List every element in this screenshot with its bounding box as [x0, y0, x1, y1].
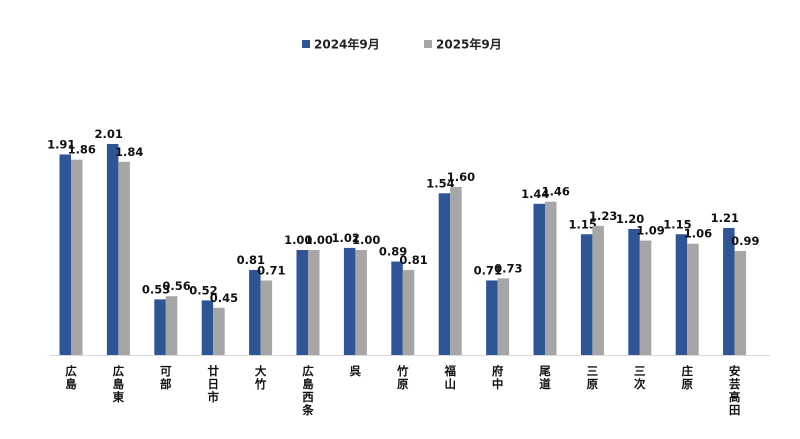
- legend-label-1: 2024年9月: [314, 37, 380, 52]
- value-label-s2-1: 1.86: [68, 143, 96, 157]
- bar-s2-12: [592, 225, 604, 355]
- value-label-s1-15: 1.21: [711, 211, 739, 225]
- value-label-s2-6: 1.00: [305, 233, 333, 247]
- value-label-s2-12: 1.23: [589, 209, 617, 223]
- value-label-s1-14: 1.15: [663, 217, 691, 231]
- value-label-s2-8: 0.81: [399, 253, 427, 267]
- legend-swatch-2: [424, 40, 432, 48]
- bar-s1-3: [154, 299, 166, 355]
- bar-s2-6: [308, 250, 320, 355]
- value-label-s2-2: 1.84: [115, 145, 143, 159]
- bar-s2-15: [734, 251, 747, 355]
- bar-s2-8: [402, 269, 415, 355]
- bar-s2-2: [118, 161, 130, 355]
- legend-swatch-1: [302, 40, 310, 48]
- value-label-s1-1: 1.91: [47, 137, 75, 151]
- value-label-s1-6: 1.00: [284, 233, 312, 247]
- category-label-13: 三次: [634, 364, 646, 391]
- bar-s1-7: [343, 247, 356, 355]
- value-label-s1-11: 1.44: [521, 187, 549, 201]
- bar-s1-13: [628, 229, 640, 355]
- value-label-s2-10: 0.73: [494, 261, 522, 275]
- bar-s2-13: [639, 240, 652, 355]
- category-label-1: 広島: [65, 364, 77, 391]
- bar-s2-7: [355, 250, 367, 355]
- value-label-s2-9: 1.60: [447, 170, 475, 184]
- bar-s2-11: [545, 201, 557, 355]
- bar-s1-14: [675, 234, 688, 355]
- category-label-8: 竹原: [396, 364, 409, 391]
- category-label-6: 広島西条: [301, 364, 314, 417]
- bar-s1-6: [296, 250, 308, 355]
- value-label-s2-5: 0.71: [257, 263, 285, 277]
- category-label-5: 大竹: [254, 364, 267, 391]
- value-label-s1-10: 0.71: [474, 263, 502, 277]
- value-label-s1-13: 1.20: [616, 212, 644, 226]
- bar-s1-15: [723, 227, 735, 355]
- category-label-2: 広島東: [113, 364, 125, 404]
- bar-s2-5: [260, 280, 273, 355]
- category-label-4: 廿日市: [207, 364, 219, 404]
- bar-s1-9: [438, 193, 451, 355]
- category-label-10: 府中: [492, 364, 504, 391]
- category-label-15: 安芸高田: [729, 364, 741, 417]
- value-label-s1-8: 0.89: [379, 245, 407, 259]
- bar-s1-8: [391, 261, 403, 355]
- bar-s2-4: [213, 307, 225, 355]
- value-label-s1-4: 0.52: [189, 283, 217, 297]
- value-label-s2-4: 0.45: [210, 291, 238, 305]
- bar-s1-12: [580, 234, 593, 355]
- value-label-s2-15: 0.99: [731, 234, 759, 248]
- value-label-s1-3: 0.53: [142, 282, 170, 296]
- category-label-3: 可部: [160, 364, 172, 391]
- value-label-s1-7: 1.02: [331, 231, 359, 245]
- bar-s2-1: [71, 159, 83, 355]
- category-label-14: 庄原: [681, 364, 693, 391]
- value-label-s1-12: 1.15: [568, 217, 596, 231]
- value-label-s2-3: 0.56: [162, 279, 190, 293]
- bar-s1-5: [249, 269, 261, 355]
- category-label-12: 三原: [587, 364, 599, 391]
- value-label-s2-14: 1.06: [684, 227, 712, 241]
- bar-s1-1: [59, 154, 71, 355]
- bar-s2-10: [497, 278, 510, 355]
- bar-s1-11: [533, 203, 545, 355]
- value-label-s1-9: 1.54: [426, 176, 454, 190]
- value-label-s1-5: 0.81: [237, 253, 265, 267]
- bar-s2-9: [450, 187, 462, 355]
- value-label-s2-7: 1.00: [352, 233, 380, 247]
- bar-s1-2: [106, 143, 119, 355]
- value-label-s1-2: 2.01: [94, 127, 122, 141]
- bar-s2-3: [165, 296, 178, 355]
- category-label-11: 尾道: [538, 364, 551, 391]
- value-label-s2-13: 1.09: [636, 224, 664, 238]
- legend-label-2: 2025年9月: [436, 37, 502, 52]
- category-label-7: 呉: [350, 364, 362, 378]
- value-label-s2-11: 1.46: [542, 185, 570, 199]
- bar-s1-10: [486, 280, 498, 355]
- bar-s2-14: [687, 243, 699, 355]
- bar-s1-4: [201, 300, 214, 355]
- category-label-9: 福山: [443, 364, 456, 391]
